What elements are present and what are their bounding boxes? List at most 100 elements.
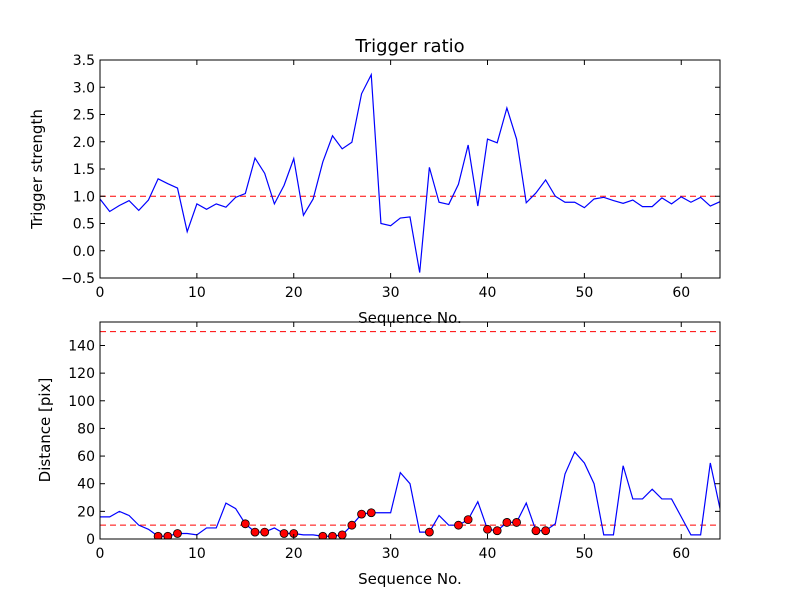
marker-point — [153, 531, 163, 539]
x-tick-label: 30 — [382, 285, 400, 301]
marker-point — [492, 526, 502, 536]
marker-point — [502, 518, 512, 527]
x-tick-label: 10 — [188, 546, 206, 562]
x-tick-label: 0 — [96, 546, 105, 562]
data-point — [293, 158, 294, 159]
marker-point — [163, 531, 173, 539]
data-point — [603, 534, 604, 535]
marker-point — [250, 527, 260, 537]
data-point — [458, 184, 459, 185]
data-point — [235, 508, 236, 509]
data-point — [400, 472, 401, 473]
data-point — [361, 93, 362, 94]
data-point — [526, 502, 527, 503]
data-point — [342, 148, 343, 149]
data-point — [584, 462, 585, 463]
data-point — [574, 202, 575, 203]
data-point — [419, 531, 420, 532]
data-point — [148, 529, 149, 530]
data-point — [661, 197, 662, 198]
x-tick-label: 20 — [285, 546, 303, 562]
data-point — [390, 225, 391, 226]
data-point — [468, 144, 469, 145]
data-point — [487, 138, 488, 139]
data-point — [642, 498, 643, 499]
data-point — [196, 203, 197, 204]
y-tick-label: −0.5 — [61, 271, 95, 287]
data-point — [206, 209, 207, 210]
y-tick-label: 20 — [77, 504, 95, 520]
distance-y-ticks: 0 20 40 60 80 100 120 140 — [68, 338, 720, 548]
trigger-plot-area — [100, 72, 720, 273]
data-point — [235, 197, 236, 198]
data-point — [409, 216, 410, 217]
data-point — [303, 534, 304, 535]
data-point — [274, 527, 275, 528]
marker-point — [357, 509, 366, 519]
distance-y-axis-label: Distance [pix] — [36, 378, 54, 483]
data-point — [535, 192, 536, 193]
data-point — [700, 197, 701, 198]
marker-point — [531, 526, 541, 536]
data-point — [274, 203, 275, 204]
data-point — [128, 515, 129, 516]
distance-panel: 0 10 20 30 40 50 60 0 20 40 60 80 100 120 140 Sequenc… — [36, 321, 721, 588]
series-line-0 — [100, 450, 720, 537]
data-point — [477, 501, 478, 502]
distance-x-ticks: 0 10 20 30 40 50 60 — [96, 322, 690, 562]
data-point — [593, 483, 594, 484]
data-point — [322, 161, 323, 162]
data-point — [506, 107, 507, 108]
data-point — [632, 498, 633, 499]
data-point — [158, 178, 159, 179]
marker-point — [173, 529, 182, 538]
marker-point — [260, 527, 270, 537]
data-point — [700, 534, 701, 535]
y-tick-label: 120 — [68, 366, 95, 382]
data-point — [526, 202, 527, 203]
x-tick-label: 50 — [575, 546, 593, 562]
marker-point — [463, 515, 473, 525]
data-point — [380, 223, 381, 224]
data-point — [254, 158, 255, 159]
y-tick-label: 1.5 — [73, 162, 95, 178]
x-tick-label: 60 — [672, 546, 690, 562]
trigger-y-ticks: −0.5 0.0 0.5 1.0 1.5 2.0 2.5 3.0 3.5 — [61, 53, 720, 287]
data-point — [477, 205, 478, 206]
data-point — [438, 515, 439, 516]
data-point — [216, 203, 217, 204]
data-point — [690, 534, 691, 535]
trigger-y-axis-label: Trigger strength — [28, 109, 46, 230]
data-point — [351, 142, 352, 143]
data-point — [681, 516, 682, 517]
data-point — [400, 217, 401, 218]
data-point — [138, 525, 139, 526]
trigger-x-ticks: 0 10 20 30 40 50 60 — [96, 60, 690, 301]
data-point — [283, 185, 284, 186]
data-point — [429, 167, 430, 168]
distance-x-axis-label: Sequence No. — [358, 570, 462, 588]
x-tick-label: 50 — [575, 285, 593, 301]
y-tick-label: 1.0 — [73, 189, 95, 205]
y-tick-label: 3.5 — [73, 53, 95, 69]
trigger-ratio-panel: Trigger ratio 0 10 20 30 40 50 60 −0.5 0.0 0.5 1.… — [28, 36, 721, 327]
series-line-0 — [100, 72, 720, 273]
data-point — [128, 200, 129, 201]
data-point — [409, 483, 410, 484]
x-tick-label: 20 — [285, 285, 303, 301]
data-point — [225, 207, 226, 208]
data-point — [303, 215, 304, 216]
marker-point — [424, 527, 434, 537]
data-point — [109, 211, 110, 212]
data-point — [206, 527, 207, 528]
data-point — [371, 74, 372, 75]
data-point — [119, 511, 120, 512]
x-tick-label: 40 — [479, 285, 497, 301]
data-point — [613, 200, 614, 201]
marker-point — [366, 508, 376, 518]
data-point — [264, 173, 265, 174]
data-point — [109, 516, 110, 517]
data-point — [313, 534, 314, 535]
data-point — [187, 231, 188, 232]
